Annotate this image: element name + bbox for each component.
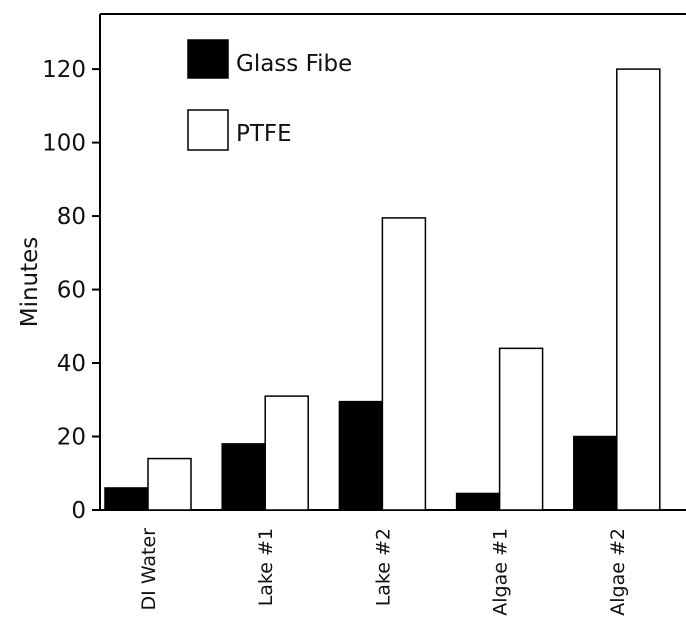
y-tick-label: 120 [42, 57, 86, 83]
legend-swatch-ptfe [187, 109, 229, 151]
y-tick-label: 40 [57, 351, 86, 377]
y-axis-ticks: 0 20 40 60 80 100 120 [42, 57, 100, 524]
x-tick-label: Algae #2 [607, 528, 629, 616]
y-tick-label: 60 [57, 278, 86, 304]
legend-label-glass-fibe: Glass Fibe [236, 51, 352, 77]
legend-label-ptfe: PTFE [236, 121, 292, 147]
bars [104, 68, 661, 511]
bar-ptfe-lake-2 [381, 217, 427, 511]
y-tick-label: 20 [57, 425, 86, 451]
bar-glass-fibe-algae-1 [455, 492, 501, 511]
bar-glass-fibe-lake-1 [221, 443, 266, 511]
legend: Glass Fibe PTFE [187, 39, 352, 151]
y-axis-label: Minutes [17, 237, 43, 328]
bar-ptfe-algae-2 [616, 68, 661, 511]
y-tick-label: 0 [71, 498, 86, 524]
bar-ptfe-algae-1 [498, 347, 544, 511]
bar-glass-fibe-algae-2 [573, 435, 618, 511]
bar-ptfe-lake-1 [264, 395, 309, 511]
bar-glass-fibe-di-water [104, 487, 149, 511]
x-tick-label: Lake #2 [372, 528, 394, 606]
legend-swatch-glass-fibe [187, 39, 229, 79]
bar-ptfe-di-water [147, 457, 192, 511]
x-tick-label: Lake #1 [255, 528, 277, 606]
x-axis-category-labels: DI Water Lake #1 Lake #2 Algae #1 Algae #2 [138, 528, 629, 616]
y-tick-label: 80 [57, 204, 86, 230]
bar-glass-fibe-lake-2 [338, 400, 384, 511]
x-tick-label: Algae #1 [490, 528, 512, 616]
x-tick-label: DI Water [138, 528, 160, 611]
y-tick-label: 100 [42, 131, 86, 157]
